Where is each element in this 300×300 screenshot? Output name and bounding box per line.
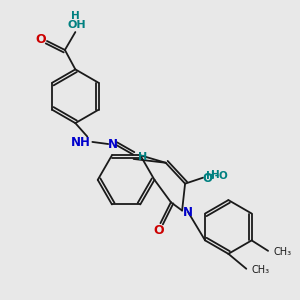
Text: O: O	[35, 33, 46, 46]
Text: O: O	[154, 224, 164, 237]
Text: H: H	[211, 170, 219, 180]
Text: N: N	[108, 137, 118, 151]
Text: H: H	[138, 152, 147, 162]
Text: O: O	[202, 172, 212, 185]
Text: OH: OH	[68, 20, 86, 31]
Text: N: N	[183, 206, 193, 218]
Text: CH₃: CH₃	[274, 247, 292, 257]
Text: H-O: H-O	[206, 171, 228, 181]
Text: CH₃: CH₃	[252, 265, 270, 275]
Text: H: H	[71, 11, 80, 21]
Text: NH: NH	[70, 136, 90, 149]
